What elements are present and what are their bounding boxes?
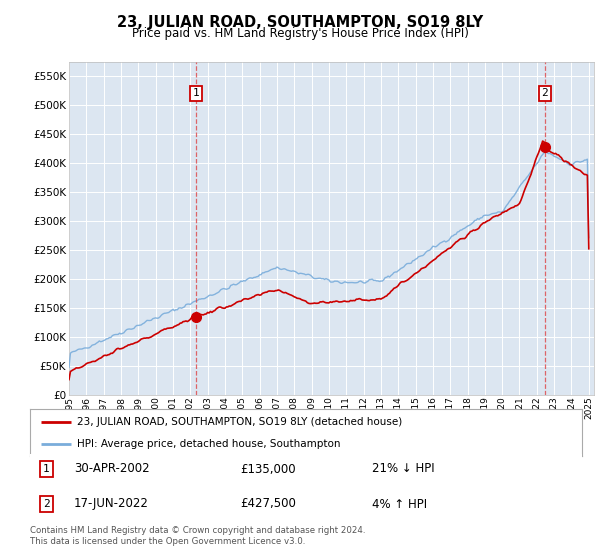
Text: 1: 1 (193, 88, 199, 99)
Text: 23, JULIAN ROAD, SOUTHAMPTON, SO19 8LY (detached house): 23, JULIAN ROAD, SOUTHAMPTON, SO19 8LY (… (77, 417, 402, 427)
Text: Contains HM Land Registry data © Crown copyright and database right 2024.
This d: Contains HM Land Registry data © Crown c… (30, 526, 365, 546)
Text: 4% ↑ HPI: 4% ↑ HPI (372, 497, 427, 511)
Text: 1: 1 (43, 464, 50, 474)
Text: 23, JULIAN ROAD, SOUTHAMPTON, SO19 8LY: 23, JULIAN ROAD, SOUTHAMPTON, SO19 8LY (117, 15, 483, 30)
Text: 21% ↓ HPI: 21% ↓ HPI (372, 463, 435, 475)
Text: 17-JUN-2022: 17-JUN-2022 (74, 497, 149, 511)
Text: £427,500: £427,500 (240, 497, 296, 511)
Text: 2: 2 (541, 88, 548, 99)
Text: 2: 2 (43, 499, 50, 509)
Text: 30-APR-2002: 30-APR-2002 (74, 463, 150, 475)
Text: Price paid vs. HM Land Registry's House Price Index (HPI): Price paid vs. HM Land Registry's House … (131, 27, 469, 40)
Text: HPI: Average price, detached house, Southampton: HPI: Average price, detached house, Sout… (77, 438, 340, 449)
Text: £135,000: £135,000 (240, 463, 295, 475)
